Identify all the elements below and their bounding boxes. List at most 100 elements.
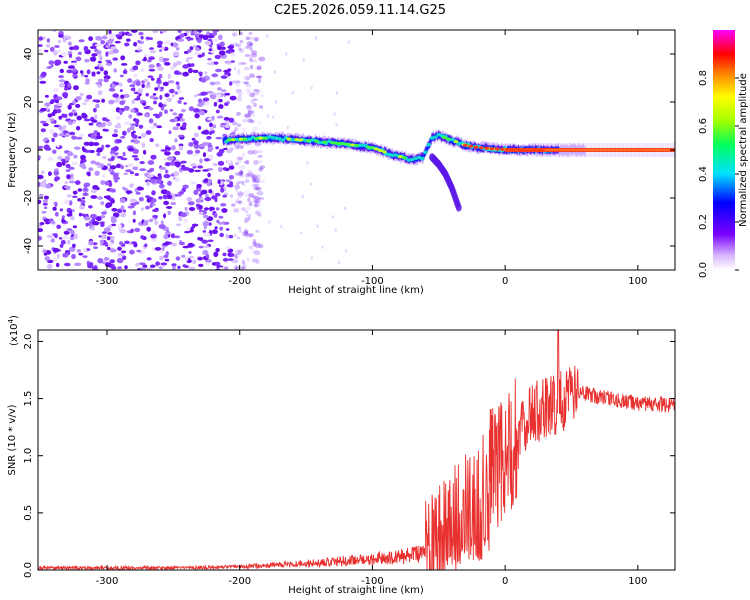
- noise-blob: [158, 111, 163, 117]
- noise-blob: [120, 55, 126, 61]
- noise-blob: [119, 228, 127, 234]
- noise-blob: [164, 61, 171, 66]
- noise-blob: [180, 160, 187, 164]
- noise-blob: [184, 30, 191, 34]
- noise-blob: [224, 167, 230, 172]
- noise-blob: [188, 251, 192, 254]
- noise-blob: [214, 54, 221, 60]
- noise-blob: [244, 173, 250, 178]
- noise-blob: [63, 130, 69, 133]
- noise-blob: [208, 131, 213, 135]
- noise-blob: [258, 154, 263, 158]
- snr-scale-close: ): [9, 315, 20, 319]
- noise-blob: [173, 70, 180, 75]
- noise-blob: [152, 230, 156, 234]
- noise-blob: [255, 180, 260, 184]
- noise-blob: [111, 223, 116, 227]
- noise-blob: [81, 146, 85, 152]
- noise-blob: [44, 147, 52, 151]
- trace-band-red: [484, 146, 490, 150]
- noise-blob: [97, 258, 104, 264]
- noise-blob: [44, 94, 49, 98]
- noise-blob: [92, 185, 99, 190]
- noise-blob: [124, 42, 130, 47]
- noise-blob: [196, 183, 202, 189]
- noise-speck: [291, 91, 294, 95]
- noise-blob: [113, 68, 117, 73]
- noise-blob: [139, 161, 145, 165]
- noise-blob: [130, 228, 134, 233]
- noise-blob: [214, 226, 218, 230]
- noise-blob: [224, 92, 231, 96]
- trace-inner: [425, 146, 429, 152]
- noise-blob: [122, 151, 126, 157]
- spectrogram-xlabel: Height of straight line (km): [288, 285, 424, 296]
- trace-peak: [330, 141, 335, 145]
- noise-blob: [228, 234, 234, 239]
- noise-blob: [250, 110, 255, 115]
- noise-blob: [182, 64, 189, 69]
- noise-blob: [135, 262, 140, 267]
- noise-blob: [190, 181, 198, 185]
- noise-blob: [176, 123, 181, 127]
- noise-blob: [194, 51, 200, 56]
- noise-blob: [165, 169, 169, 174]
- noise-blob: [125, 190, 133, 194]
- trace-band-red: [536, 148, 539, 152]
- noise-blob: [220, 203, 227, 207]
- noise-blob: [106, 236, 111, 241]
- snr-scale-factor: (x104): [7, 315, 20, 346]
- noise-blob: [256, 213, 262, 217]
- noise-blob: [218, 98, 223, 103]
- noise-blob: [114, 40, 121, 44]
- noise-blob: [100, 234, 106, 240]
- noise-blob: [193, 143, 200, 149]
- noise-blob: [105, 44, 110, 48]
- noise-blob: [249, 46, 253, 52]
- noise-blob: [171, 145, 176, 151]
- noise-blob: [145, 195, 150, 199]
- noise-blob: [253, 102, 257, 107]
- snr-xtick-label: -100: [361, 576, 384, 587]
- noise-blob: [120, 94, 125, 99]
- noise-blob: [90, 195, 98, 199]
- trace-band-red: [533, 148, 536, 152]
- noise-blob: [75, 136, 83, 140]
- noise-blob: [245, 45, 251, 49]
- noise-blob: [235, 162, 239, 166]
- trace-core: [426, 142, 432, 147]
- noise-blob: [66, 228, 73, 231]
- noise-blob: [250, 53, 258, 58]
- snr-xtick-label: -300: [96, 576, 119, 587]
- noise-blob: [173, 171, 179, 177]
- noise-blob: [211, 61, 215, 66]
- noise-blob: [96, 71, 101, 75]
- noise-speck: [302, 58, 305, 62]
- noise-blob: [122, 130, 127, 136]
- trace-peak: [262, 136, 268, 140]
- noise-blob: [199, 158, 203, 164]
- noise-blob: [256, 150, 263, 154]
- noise-blob: [137, 40, 141, 44]
- noise-blob: [184, 207, 188, 211]
- noise-blob: [209, 122, 213, 128]
- noise-blob: [252, 149, 258, 155]
- noise-blob: [56, 144, 60, 148]
- noise-blob: [248, 245, 254, 250]
- noise-blob: [163, 254, 169, 258]
- noise-blob: [71, 253, 76, 260]
- noise-speck: [272, 115, 275, 119]
- noise-blob: [177, 90, 182, 94]
- noise-blob: [45, 221, 50, 225]
- noise-blob: [204, 71, 208, 75]
- noise-blob: [216, 45, 223, 51]
- noise-blob: [229, 95, 237, 101]
- noise-blob: [224, 102, 229, 106]
- noise-blob: [74, 262, 82, 267]
- snr-frame: [37, 329, 676, 571]
- noise-blob: [251, 59, 258, 63]
- noise-blob: [252, 241, 257, 247]
- noise-blob: [245, 36, 250, 41]
- noise-blob: [198, 263, 204, 268]
- noise-blob: [245, 84, 252, 88]
